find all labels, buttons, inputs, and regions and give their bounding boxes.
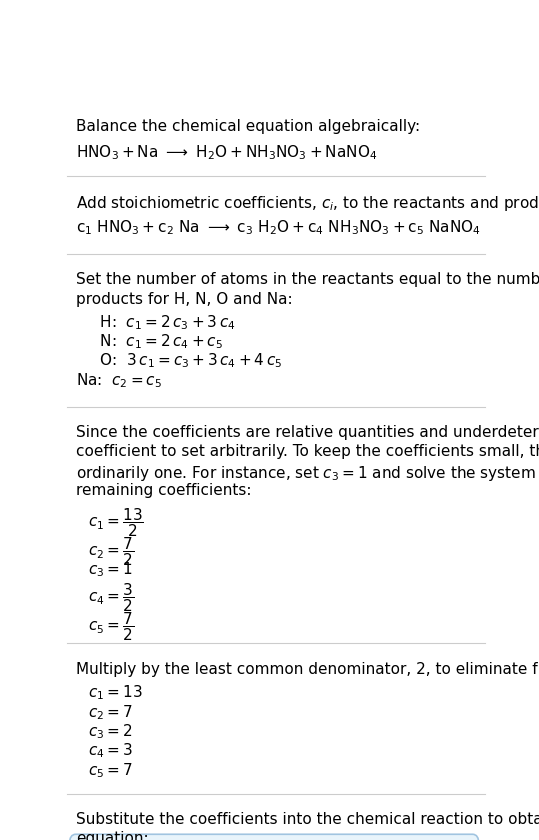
Text: O:  $3\,c_1 = c_3 + 3\,c_4 + 4\,c_5$: O: $3\,c_1 = c_3 + 3\,c_4 + 4\,c_5$ [91,352,282,370]
Text: $c_5 = 7$: $c_5 = 7$ [88,761,133,780]
Text: $c_1 = \dfrac{13}{2}$: $c_1 = \dfrac{13}{2}$ [88,507,144,539]
Text: $\mathrm{HNO_3 + Na \ \longrightarrow \ H_2O + NH_3NO_3 + NaNO_4}$: $\mathrm{HNO_3 + Na \ \longrightarrow \ … [75,144,377,162]
Text: Substitute the coefficients into the chemical reaction to obtain the balanced: Substitute the coefficients into the che… [75,811,539,827]
Text: remaining coefficients:: remaining coefficients: [75,483,251,498]
FancyBboxPatch shape [70,834,479,840]
Text: Na:  $c_2 = c_5$: Na: $c_2 = c_5$ [75,371,162,390]
Text: $c_2 = 7$: $c_2 = 7$ [88,703,133,722]
Text: Add stoichiometric coefficients, $c_i$, to the reactants and products:: Add stoichiometric coefficients, $c_i$, … [75,194,539,213]
Text: Balance the chemical equation algebraically:: Balance the chemical equation algebraica… [75,119,420,134]
Text: $c_5 = \dfrac{7}{2}$: $c_5 = \dfrac{7}{2}$ [88,610,134,643]
Text: $c_4 = 3$: $c_4 = 3$ [88,742,133,760]
Text: $c_1 = 13$: $c_1 = 13$ [88,684,143,702]
Text: H:  $c_1 = 2\,c_3 + 3\,c_4$: H: $c_1 = 2\,c_3 + 3\,c_4$ [91,313,236,332]
Text: coefficient to set arbitrarily. To keep the coefficients small, the arbitrary va: coefficient to set arbitrarily. To keep … [75,444,539,459]
Text: $c_3 = 2$: $c_3 = 2$ [88,722,133,741]
Text: $c_3 = 1$: $c_3 = 1$ [88,560,133,580]
Text: $c_4 = \dfrac{3}{2}$: $c_4 = \dfrac{3}{2}$ [88,581,134,614]
Text: $c_2 = \dfrac{7}{2}$: $c_2 = \dfrac{7}{2}$ [88,535,134,568]
Text: Since the coefficients are relative quantities and underdetermined, choose a: Since the coefficients are relative quan… [75,425,539,440]
Text: products for H, N, O and Na:: products for H, N, O and Na: [75,291,292,307]
Text: $\mathrm{c_1 \ HNO_3 + c_2 \ Na \ \longrightarrow \ c_3 \ H_2O + c_4 \ NH_3NO_3 : $\mathrm{c_1 \ HNO_3 + c_2 \ Na \ \longr… [75,218,481,237]
Text: Set the number of atoms in the reactants equal to the number of atoms in the: Set the number of atoms in the reactants… [75,272,539,287]
Text: N:  $c_1 = 2\,c_4 + c_5$: N: $c_1 = 2\,c_4 + c_5$ [91,333,223,351]
Text: equation:: equation: [75,831,148,840]
Text: Multiply by the least common denominator, 2, to eliminate fractional coefficient: Multiply by the least common denominator… [75,662,539,676]
Text: ordinarily one. For instance, set $c_3 = 1$ and solve the system of equations fo: ordinarily one. For instance, set $c_3 =… [75,464,539,483]
